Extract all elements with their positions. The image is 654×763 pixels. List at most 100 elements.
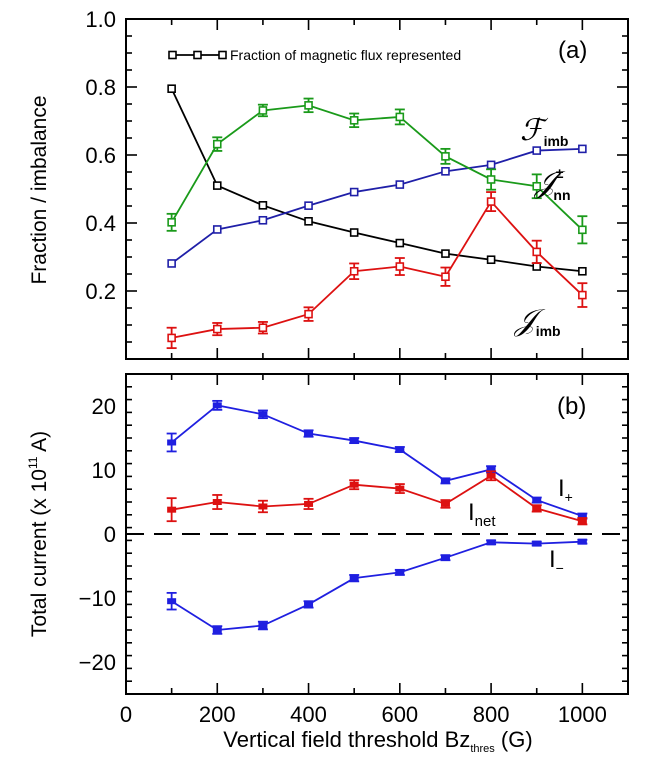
data-point (304, 309, 313, 319)
x-tick-label: 1000 (558, 702, 607, 727)
y-tick-label: 0 (104, 522, 116, 547)
data-point (395, 112, 405, 122)
x-tick-label: 600 (381, 702, 418, 727)
series-label-i-plus: I+ (558, 475, 573, 505)
ylabel-a: Fraction / imbalance (28, 95, 51, 284)
data-point (441, 272, 450, 282)
data-point (578, 290, 587, 300)
y-tick-label: 0.4 (85, 211, 116, 236)
data-point (486, 255, 496, 265)
x-tick-label: 400 (290, 702, 327, 727)
data-point (304, 500, 314, 507)
data-point (304, 430, 314, 437)
x-tick-label: 800 (473, 702, 510, 727)
data-point (532, 146, 542, 155)
data-point (258, 106, 268, 115)
data-point (258, 411, 268, 418)
panel-b-label: (b) (557, 393, 586, 420)
panel-b-marks (166, 399, 588, 635)
data-point (440, 554, 450, 561)
series-line (171, 540, 583, 631)
data-point (486, 160, 496, 170)
y-tick-label: −20 (79, 650, 116, 675)
data-point (212, 627, 222, 633)
data-point (532, 497, 542, 504)
legend-text: Fraction of magnetic flux represented (230, 47, 461, 63)
data-point (304, 217, 313, 226)
data-point (349, 575, 359, 582)
xlabel: Vertical field threshold Bzthres (G) (223, 727, 532, 755)
data-point (167, 84, 176, 93)
data-point (212, 499, 222, 505)
panel-a-label: (a) (558, 37, 587, 64)
data-point (486, 175, 496, 184)
data-point (578, 225, 587, 235)
data-point (212, 225, 222, 234)
data-point (578, 266, 587, 276)
data-point (532, 247, 542, 257)
series-line (171, 200, 583, 339)
y-tick-label: 20 (92, 394, 116, 419)
data-point (258, 215, 268, 225)
data-point (349, 228, 359, 237)
y-tick-label: −10 (79, 586, 116, 611)
ylabel-b: Total current (x 1011 A) (26, 431, 51, 637)
data-point (167, 259, 176, 268)
data-point (167, 598, 177, 605)
data-point (167, 439, 177, 446)
y-tick-label: 0.2 (85, 279, 116, 304)
data-point (441, 249, 450, 258)
series-label-i-minus: I− (549, 546, 564, 576)
legend-marker (193, 50, 202, 60)
data-point (395, 180, 405, 189)
y-tick-label: 0.6 (85, 143, 116, 168)
series-line (170, 88, 583, 273)
data-point (441, 152, 450, 161)
series-label-f-imb: ℱimb (520, 113, 568, 149)
data-point (532, 540, 542, 547)
data-point (212, 402, 222, 409)
data-point (395, 446, 405, 453)
data-point (167, 506, 177, 513)
data-point (577, 518, 587, 525)
data-point (212, 324, 222, 334)
y-tick-label: 1.0 (85, 7, 116, 32)
legend-marker (168, 50, 177, 60)
data-point (532, 505, 542, 512)
data-point (395, 262, 405, 271)
data-point (349, 266, 359, 276)
data-point (212, 139, 222, 149)
data-point (349, 481, 359, 488)
data-point (304, 201, 313, 210)
x-tick-label: 0 (120, 702, 132, 727)
x-tick-label: 200 (199, 702, 236, 727)
data-point (578, 144, 587, 154)
panel-a-ticks: 0.2 0.4 0.6 0.8 1.0 (85, 7, 629, 360)
series-label-j-imb: 𝒥imb (513, 303, 561, 339)
data-point (532, 181, 542, 191)
y-tick-label: 10 (92, 458, 116, 483)
data-point (167, 333, 176, 343)
data-point (486, 539, 496, 546)
data-point (486, 472, 496, 479)
y-tick-label: 0.8 (85, 75, 116, 100)
data-point (349, 187, 359, 197)
series-line (170, 104, 583, 231)
data-point (441, 167, 450, 176)
data-point (212, 181, 222, 190)
series-label-j-nn: 𝒥± nn (533, 165, 571, 203)
panel-b: 0 200 400 600 800 1000 −20 −10 0 10 20 (b) Total c… (26, 373, 629, 755)
data-point (395, 238, 405, 248)
series-line (171, 404, 583, 517)
series-label-i-net: Inet (468, 499, 496, 530)
data-point (304, 101, 313, 110)
data-point (577, 538, 587, 545)
panel-b-ticks: 0 200 400 600 800 1000 −20 −10 0 10 20 (79, 373, 629, 727)
data-point (486, 197, 496, 206)
data-point (258, 201, 268, 210)
data-point (304, 601, 314, 608)
data-point (395, 569, 405, 576)
series-line (171, 474, 583, 523)
data-point (349, 116, 359, 125)
